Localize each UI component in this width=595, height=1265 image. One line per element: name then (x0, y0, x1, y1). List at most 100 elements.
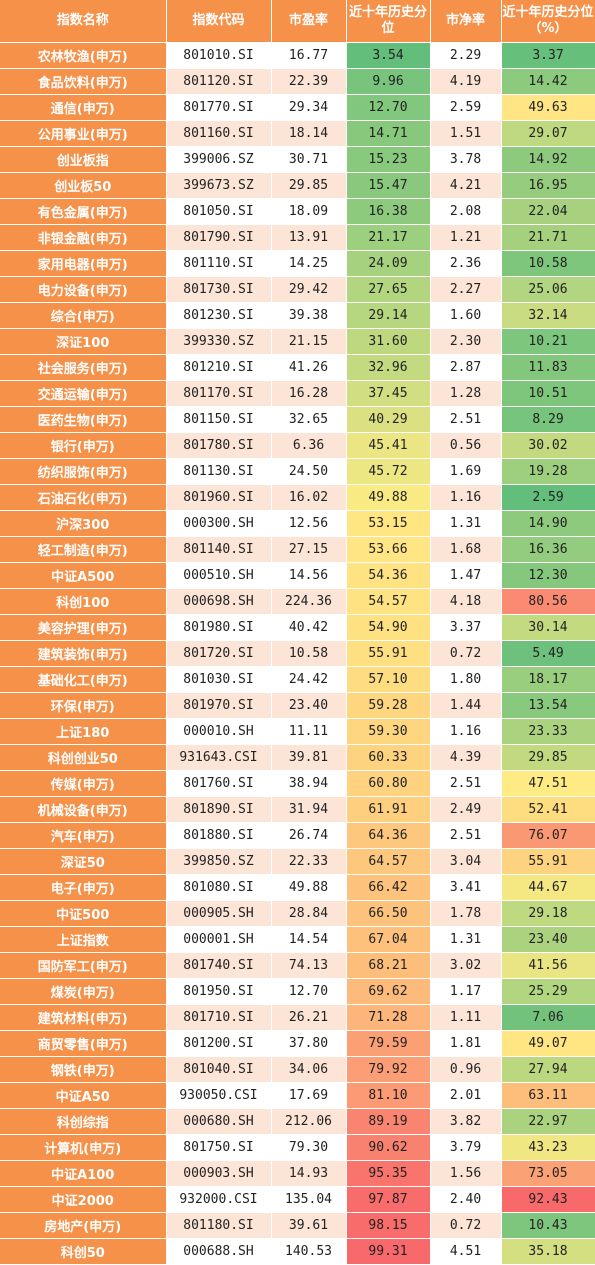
index-name-cell: 电子(申万) (0, 874, 167, 901)
pe-cell: 16.28 (271, 380, 347, 407)
pe-cell: 39.61 (271, 1212, 347, 1239)
index-name-cell: 建筑装饰(申万) (0, 640, 167, 667)
table-row: 上证180 000010.SH 11.11 59.30 1.16 23.33 (0, 718, 595, 745)
pe-percentile-cell: 99.31 (346, 1238, 431, 1265)
table-row: 中证A500 000510.SH 14.56 54.36 1.47 12.30 (0, 562, 595, 589)
index-name-cell: 美容护理(申万) (0, 614, 167, 641)
pb-cell: 4.51 (430, 1238, 502, 1265)
index-code-cell: 000698.SH (166, 588, 272, 615)
index-code-cell: 930050.CSI (166, 1082, 272, 1109)
table-row: 汽车(申万) 801880.SI 26.74 64.36 2.51 76.07 (0, 822, 595, 849)
pb-cell: 1.60 (430, 302, 502, 329)
pb-cell: 2.51 (430, 822, 502, 849)
pe-percentile-cell: 45.72 (346, 458, 431, 485)
table-row: 银行(申万) 801780.SI 6.36 45.41 0.56 30.02 (0, 432, 595, 459)
pb-percentile-cell: 22.97 (501, 1108, 595, 1135)
pb-cell: 4.21 (430, 172, 502, 199)
pe-percentile-cell: 31.60 (346, 328, 431, 355)
pe-percentile-cell: 53.66 (346, 536, 431, 563)
index-code-cell: 399330.SZ (166, 328, 272, 355)
index-name-cell: 深证100 (0, 328, 167, 355)
index-code-cell: 000905.SH (166, 900, 272, 927)
index-code-cell: 000680.SH (166, 1108, 272, 1135)
table-row: 建筑材料(申万) 801710.SI 26.21 71.28 1.11 7.06 (0, 1004, 595, 1031)
pb-cell: 1.78 (430, 900, 502, 927)
pe-percentile-cell: 53.15 (346, 510, 431, 537)
pe-percentile-cell: 3.54 (346, 42, 431, 69)
pe-cell: 29.34 (271, 94, 347, 121)
pb-percentile-cell: 73.05 (501, 1160, 595, 1187)
pb-percentile-cell: 23.40 (501, 926, 595, 953)
pe-cell: 26.21 (271, 1004, 347, 1031)
table-row: 煤炭(申万) 801950.SI 12.70 69.62 1.17 25.29 (0, 978, 595, 1005)
table-row: 轻工制造(申万) 801140.SI 27.15 53.66 1.68 16.36 (0, 536, 595, 563)
index-code-cell: 000688.SH (166, 1238, 272, 1265)
pb-percentile-cell: 10.51 (501, 380, 595, 407)
table-row: 机械设备(申万) 801890.SI 31.94 61.91 2.49 52.41 (0, 796, 595, 823)
table-row: 上证指数 000001.SH 14.54 67.04 1.31 23.40 (0, 926, 595, 953)
pe-cell: 16.02 (271, 484, 347, 511)
table-row: 医药生物(申万) 801150.SI 32.65 40.29 2.51 8.29 (0, 406, 595, 433)
index-name-cell: 钢铁(申万) (0, 1056, 167, 1083)
header-pe: 市盈率 (271, 0, 347, 43)
pb-percentile-cell: 14.42 (501, 68, 595, 95)
pe-percentile-cell: 68.21 (346, 952, 431, 979)
pe-percentile-cell: 66.42 (346, 874, 431, 901)
index-code-cell: 801130.SI (166, 458, 272, 485)
index-code-cell: 801010.SI (166, 42, 272, 69)
pe-cell: 29.42 (271, 276, 347, 303)
pe-cell: 11.11 (271, 718, 347, 745)
index-code-cell: 801970.SI (166, 692, 272, 719)
pb-percentile-cell: 52.41 (501, 796, 595, 823)
index-code-cell: 801180.SI (166, 1212, 272, 1239)
pe-cell: 31.94 (271, 796, 347, 823)
pe-cell: 40.42 (271, 614, 347, 641)
table-row: 公用事业(申万) 801160.SI 18.14 14.71 1.51 29.07 (0, 120, 595, 147)
pe-percentile-cell: 21.17 (346, 224, 431, 251)
index-name-cell: 纺织服饰(申万) (0, 458, 167, 485)
index-name-cell: 煤炭(申万) (0, 978, 167, 1005)
pb-cell: 4.18 (430, 588, 502, 615)
pb-percentile-cell: 21.71 (501, 224, 595, 251)
table-row: 科创50 000688.SH 140.53 99.31 4.51 35.18 (0, 1238, 595, 1265)
index-code-cell: 931643.CSI (166, 744, 272, 771)
pe-cell: 12.70 (271, 978, 347, 1005)
index-name-cell: 食品饮料(申万) (0, 68, 167, 95)
header-pb: 市净率 (430, 0, 502, 43)
pb-percentile-cell: 47.51 (501, 770, 595, 797)
pb-percentile-cell: 35.18 (501, 1238, 595, 1265)
pe-percentile-cell: 57.10 (346, 666, 431, 693)
pb-cell: 3.37 (430, 614, 502, 641)
index-name-cell: 基础化工(申万) (0, 666, 167, 693)
index-name-cell: 汽车(申万) (0, 822, 167, 849)
index-code-cell: 801760.SI (166, 770, 272, 797)
pb-cell: 1.16 (430, 484, 502, 511)
index-name-cell: 通信(申万) (0, 94, 167, 121)
pe-percentile-cell: 59.28 (346, 692, 431, 719)
pe-cell: 10.58 (271, 640, 347, 667)
pb-cell: 2.51 (430, 770, 502, 797)
header-index-code: 指数代码 (166, 0, 272, 43)
index-code-cell: 801790.SI (166, 224, 272, 251)
pb-cell: 1.28 (430, 380, 502, 407)
pb-percentile-cell: 30.02 (501, 432, 595, 459)
table-row: 电子(申万) 801080.SI 49.88 66.42 3.41 44.67 (0, 874, 595, 901)
pe-percentile-cell: 89.19 (346, 1108, 431, 1135)
pb-cell: 1.81 (430, 1030, 502, 1057)
index-name-cell: 中证A500 (0, 562, 167, 589)
index-name-cell: 房地产(申万) (0, 1212, 167, 1239)
index-code-cell: 801710.SI (166, 1004, 272, 1031)
pe-cell: 22.33 (271, 848, 347, 875)
index-name-cell: 深证50 (0, 848, 167, 875)
pb-percentile-cell: 18.17 (501, 666, 595, 693)
index-code-cell: 801720.SI (166, 640, 272, 667)
pe-percentile-cell: 16.38 (346, 198, 431, 225)
pb-percentile-cell: 10.58 (501, 250, 595, 277)
pe-percentile-cell: 29.14 (346, 302, 431, 329)
pe-cell: 74.13 (271, 952, 347, 979)
pb-cell: 1.11 (430, 1004, 502, 1031)
pb-cell: 1.16 (430, 718, 502, 745)
pb-cell: 2.51 (430, 406, 502, 433)
pe-cell: 14.54 (271, 926, 347, 953)
pe-cell: 18.09 (271, 198, 347, 225)
